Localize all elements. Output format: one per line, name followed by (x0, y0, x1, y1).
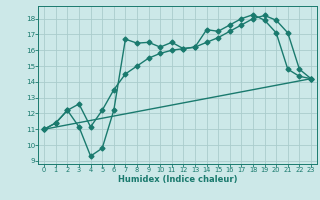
X-axis label: Humidex (Indice chaleur): Humidex (Indice chaleur) (118, 175, 237, 184)
